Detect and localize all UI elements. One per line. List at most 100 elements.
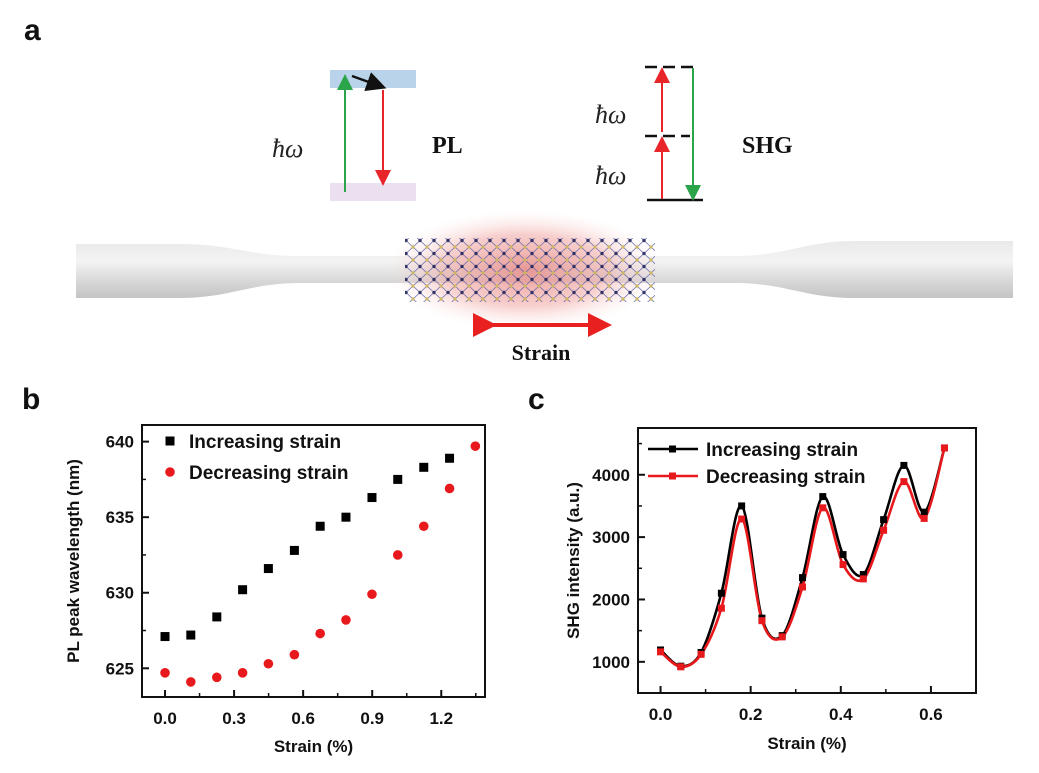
legend-item-decreasing: Decreasing strain bbox=[165, 463, 348, 484]
legend-marker bbox=[669, 472, 676, 480]
data-point-decreasing bbox=[900, 478, 908, 486]
data-point-decreasing bbox=[859, 575, 867, 583]
data-point-decreasing bbox=[940, 444, 948, 452]
data-point-increasing bbox=[263, 564, 273, 574]
y-tick-label: 1000 bbox=[592, 653, 630, 672]
data-point-decreasing bbox=[315, 628, 325, 639]
shg-photon-symbol-2: ħω bbox=[595, 161, 626, 190]
data-point-increasing bbox=[212, 612, 222, 622]
x-tick-label: 0.6 bbox=[919, 705, 943, 724]
panel-label-b: b bbox=[22, 383, 41, 416]
data-point-increasing bbox=[160, 632, 170, 642]
y-tick-label: 640 bbox=[106, 433, 134, 452]
x-tick-label: 1.2 bbox=[429, 709, 453, 728]
data-point-increasing bbox=[859, 571, 867, 579]
data-point-decreasing bbox=[444, 483, 455, 494]
data-point-increasing bbox=[717, 589, 725, 597]
data-point-increasing bbox=[186, 630, 196, 640]
y-tick-label: 630 bbox=[106, 584, 134, 603]
y-axis-label: SHG intensity (a.u.) bbox=[564, 482, 583, 639]
legend: Increasing strain Decreasing strain bbox=[165, 432, 348, 484]
strain-label: Strain bbox=[512, 340, 571, 365]
x-axis-label: Strain (%) bbox=[767, 734, 846, 753]
schematic-panel-a: ħω PL ħω ħω SHG Strain bbox=[76, 65, 1013, 365]
data-point-increasing bbox=[289, 545, 299, 555]
data-point-decreasing bbox=[418, 521, 429, 532]
data-point-decreasing bbox=[263, 658, 274, 669]
legend-label: Increasing strain bbox=[706, 440, 858, 461]
data-point-decreasing bbox=[738, 515, 746, 523]
y-tick-label: 625 bbox=[106, 659, 134, 678]
x-tick-label: 0.0 bbox=[649, 705, 673, 724]
panel-label-c: c bbox=[528, 383, 545, 416]
data-point-decreasing bbox=[819, 504, 827, 512]
plot-frame bbox=[637, 427, 977, 694]
data-point-decreasing bbox=[341, 615, 351, 625]
data-point-increasing bbox=[880, 516, 888, 524]
data-point-decreasing bbox=[920, 514, 928, 522]
data-point-decreasing bbox=[237, 668, 248, 678]
shg-label: SHG bbox=[742, 133, 793, 159]
plot-frame bbox=[141, 424, 486, 698]
data-point-increasing bbox=[819, 493, 827, 501]
data-point-decreasing bbox=[758, 617, 766, 625]
y-tick-label: 4000 bbox=[592, 466, 630, 485]
data-point-decreasing bbox=[160, 668, 170, 678]
data-point-increasing bbox=[341, 512, 351, 522]
data-point-increasing bbox=[238, 585, 248, 595]
data-point-decreasing bbox=[212, 672, 222, 683]
data-point-decreasing bbox=[778, 633, 786, 641]
y-tick-label: 635 bbox=[106, 508, 134, 527]
x-tick-label: 0.0 bbox=[153, 709, 177, 728]
x-tick-label: 0.2 bbox=[739, 705, 763, 724]
legend-label: Increasing strain bbox=[189, 432, 341, 453]
data-point-increasing bbox=[315, 521, 325, 531]
legend-label: Decreasing strain bbox=[706, 467, 865, 488]
panel-label-a: a bbox=[24, 14, 41, 47]
relaxation-arrow bbox=[351, 72, 387, 92]
data-point-increasing bbox=[738, 502, 746, 510]
valence-band bbox=[330, 183, 416, 201]
data-point-increasing bbox=[393, 474, 403, 484]
y-tick-label: 2000 bbox=[592, 590, 630, 609]
x-tick-label: 0.6 bbox=[291, 709, 315, 728]
data-point-increasing bbox=[445, 453, 455, 463]
2d-material-lattice bbox=[405, 238, 655, 302]
shg-photon-symbol-1: ħω bbox=[595, 100, 626, 129]
data-point-increasing bbox=[900, 461, 908, 469]
x-axis-label: Strain (%) bbox=[274, 737, 353, 756]
data-point-decreasing bbox=[392, 550, 403, 560]
legend-marker bbox=[669, 445, 676, 453]
pl-photon-symbol: ħω bbox=[272, 134, 303, 163]
data-point-decreasing bbox=[657, 648, 665, 656]
legend-marker bbox=[165, 467, 175, 477]
pl-label: PL bbox=[432, 133, 463, 159]
x-tick-label: 0.3 bbox=[222, 709, 246, 728]
y-tick-label: 3000 bbox=[592, 528, 630, 547]
legend-item-increasing: Increasing strain bbox=[648, 440, 858, 461]
y-axis-label: PL peak wavelength (nm) bbox=[64, 459, 83, 663]
data-point-decreasing bbox=[470, 441, 481, 451]
data-point-decreasing bbox=[677, 663, 685, 671]
legend-label: Decreasing strain bbox=[189, 463, 348, 484]
data-point-decreasing bbox=[697, 650, 705, 658]
data-point-increasing bbox=[367, 493, 377, 503]
shg-energy-diagram: ħω ħω SHG bbox=[595, 65, 793, 202]
data-point-decreasing bbox=[367, 589, 377, 600]
data-point-increasing bbox=[798, 574, 806, 582]
pl-energy-diagram: ħω PL bbox=[272, 70, 463, 201]
legend-marker bbox=[165, 436, 175, 446]
data-point-decreasing bbox=[289, 649, 300, 660]
data-point-increasing bbox=[839, 551, 847, 559]
data-point-increasing bbox=[419, 462, 429, 472]
data-point-decreasing bbox=[839, 561, 847, 569]
data-point-decreasing bbox=[798, 583, 806, 591]
legend-item-increasing: Increasing strain bbox=[165, 432, 341, 453]
x-tick-label: 0.9 bbox=[360, 709, 384, 728]
data-point-increasing bbox=[920, 508, 928, 516]
data-point-decreasing bbox=[880, 526, 888, 534]
data-point-decreasing bbox=[717, 604, 725, 612]
legend: Increasing strain Decreasing strain bbox=[648, 440, 865, 488]
